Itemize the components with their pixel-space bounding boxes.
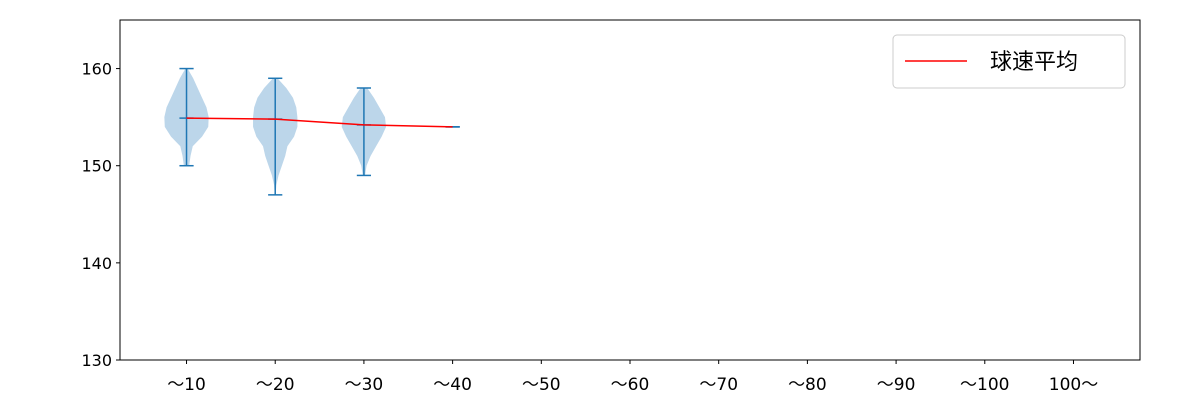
x-tick-label: 〜50 (522, 375, 561, 395)
x-tick-label: 〜40 (433, 375, 472, 395)
x-tick-label: 〜60 (611, 375, 650, 395)
x-tick-label: 〜100 (960, 375, 1009, 395)
x-tick-label: 〜30 (345, 375, 384, 395)
x-tick-label: 〜10 (167, 375, 206, 395)
x-tick-label: 〜90 (877, 375, 916, 395)
mean-line (186, 117, 453, 128)
x-tick-label: 〜80 (788, 375, 827, 395)
y-tick-label: 140 (81, 254, 112, 273)
y-tick-label: 130 (81, 351, 112, 370)
y-tick-label: 150 (81, 157, 112, 176)
x-tick-label: 100〜 (1049, 375, 1098, 395)
legend-box (892, 34, 1126, 89)
legend-label: 球速平均 (990, 50, 1078, 75)
y-tick-label: 160 (81, 60, 112, 79)
x-tick-label: 〜70 (699, 375, 738, 395)
x-tick-label: 〜20 (256, 375, 295, 395)
